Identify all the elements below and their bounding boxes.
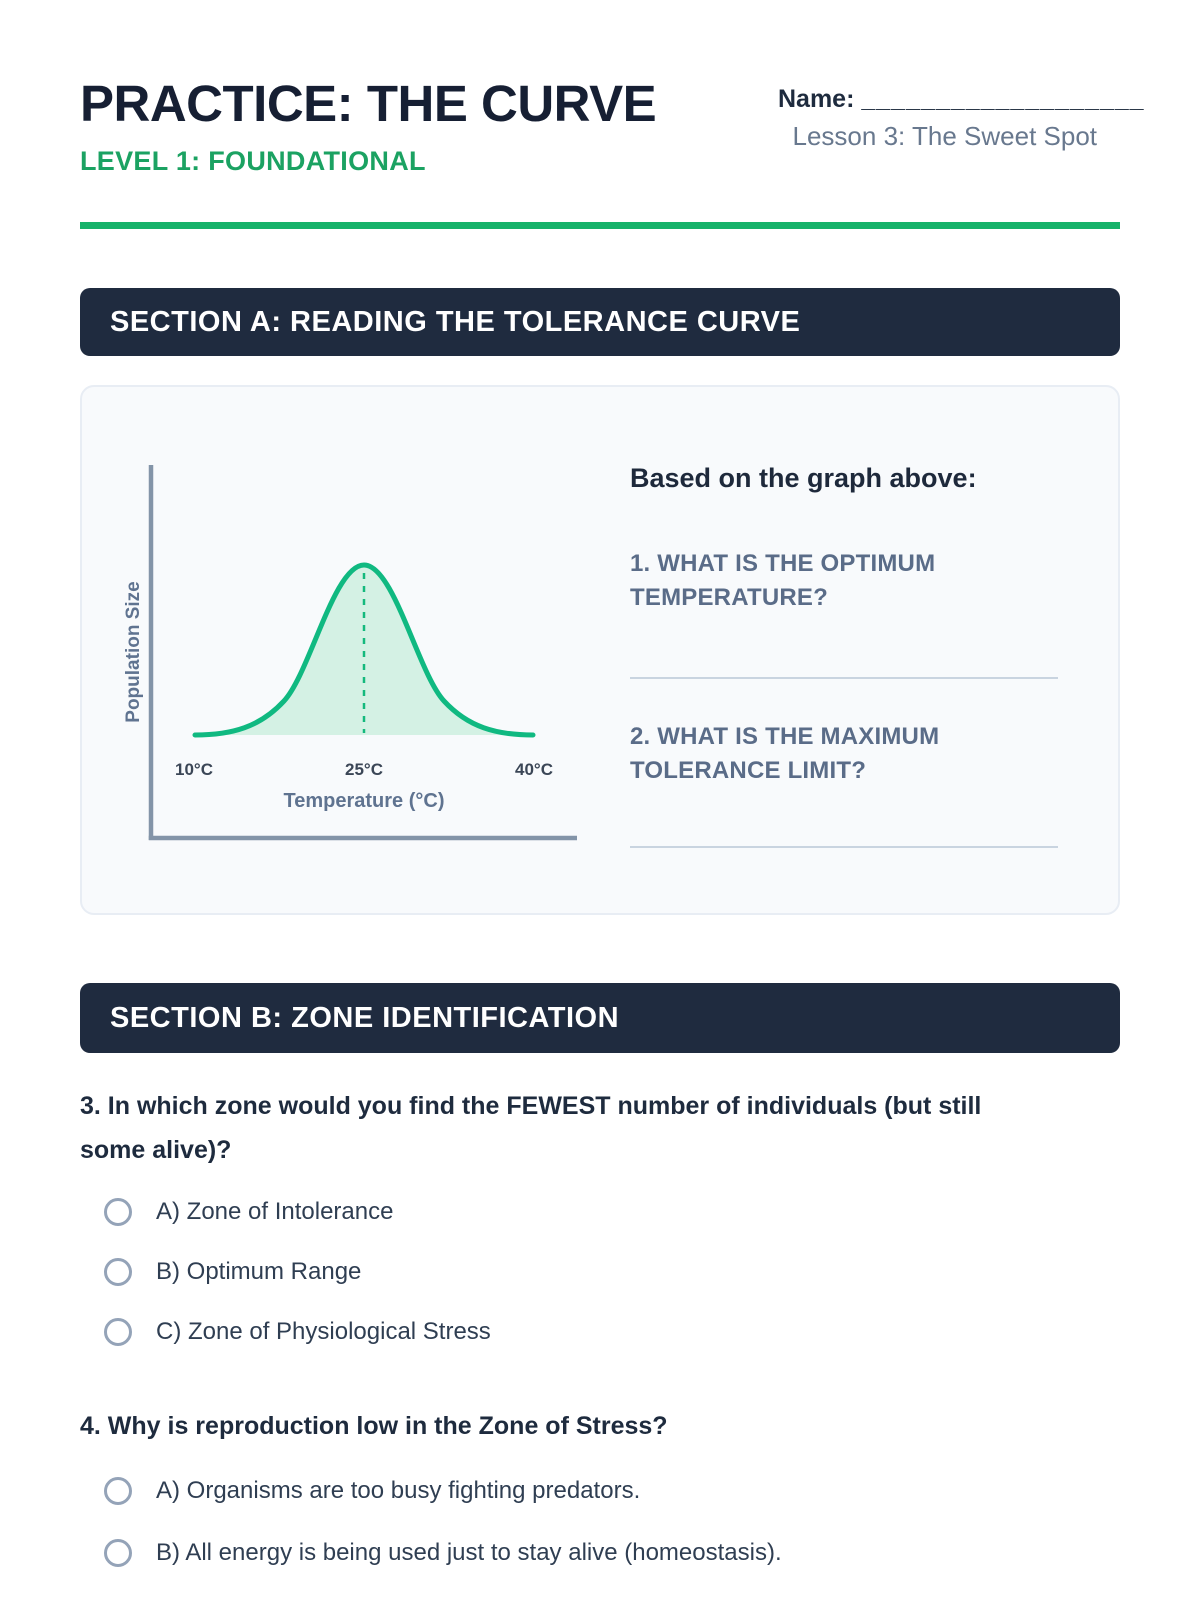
question-4-option-a[interactable]: A) Organisms are too busy fighting preda… — [104, 1473, 640, 1509]
x-tick-40c: 40°C — [515, 760, 553, 779]
question-2-label: 2. WHAT IS THE MAXIMUM TOLERANCE LIMIT? — [630, 723, 940, 784]
radio-q3-b[interactable] — [104, 1258, 132, 1286]
name-row: Name: ___________________ — [778, 85, 1145, 114]
name-label: Name: — [778, 85, 855, 113]
question-4-title: 4. Why is reproduction low in the Zone o… — [80, 1412, 668, 1440]
name-blank-line: ___________________ — [861, 85, 1145, 113]
question-3-title: 3. In which zone would you find the FEWE… — [80, 1092, 982, 1164]
option-label-q4-b: B) All energy is being used just to stay… — [156, 1539, 782, 1566]
radio-q3-c[interactable] — [104, 1318, 132, 1346]
question-3-option-a[interactable]: A) Zone of Intolerance — [104, 1194, 393, 1230]
lesson-label: Lesson 3: The Sweet Spot — [792, 121, 1098, 151]
radio-q3-a[interactable] — [104, 1198, 132, 1226]
answer-line-1 — [630, 677, 1058, 679]
tolerance-curve-chart: 10°C 25°C 40°C Temperature (°C) Populati… — [123, 465, 577, 841]
question-1-label: 1. WHAT IS THE OPTIMUM TEMPERATURE? — [630, 550, 936, 611]
radio-q4-a[interactable] — [104, 1477, 132, 1505]
graph-prompt: Based on the graph above: — [630, 463, 977, 493]
answer-line-2 — [630, 846, 1058, 848]
green-divider — [80, 222, 1120, 229]
tolerance-curve-panel: 10°C 25°C 40°C Temperature (°C) Populati… — [80, 385, 1120, 915]
option-label-q3-b: B) Optimum Range — [156, 1258, 362, 1285]
x-tick-10c: 10°C — [175, 760, 213, 779]
x-axis-title: Temperature (°C) — [284, 790, 445, 812]
x-tick-25c: 25°C — [345, 760, 383, 779]
tolerance-curve-line — [192, 562, 536, 738]
option-label-q4-a: A) Organisms are too busy fighting preda… — [156, 1477, 641, 1504]
section-b-header-label: SECTION B: ZONE IDENTIFICATION — [110, 1001, 620, 1034]
y-axis-title: Population Size — [123, 581, 144, 722]
question-4-option-b[interactable]: B) All energy is being used just to stay… — [104, 1535, 782, 1571]
section-a-header-label: SECTION A: READING THE TOLERANCE CURVE — [110, 305, 801, 338]
curve-fill-area — [195, 565, 533, 735]
option-label-q3-c: C) Zone of Physiological Stress — [156, 1318, 491, 1345]
level-subtitle: LEVEL 1: FOUNDATIONAL — [80, 146, 426, 176]
option-label-q3-a: A) Zone of Intolerance — [156, 1198, 394, 1225]
radio-q4-b[interactable] — [104, 1539, 132, 1567]
section-a-header-bar: SECTION A: READING THE TOLERANCE CURVE — [80, 288, 1120, 356]
page-title: PRACTICE: THE CURVE — [80, 75, 657, 132]
question-3-option-c[interactable]: C) Zone of Physiological Stress — [104, 1314, 491, 1350]
section-b-header-bar: SECTION B: ZONE IDENTIFICATION — [80, 983, 1120, 1053]
question-3-option-b[interactable]: B) Optimum Range — [104, 1254, 361, 1290]
